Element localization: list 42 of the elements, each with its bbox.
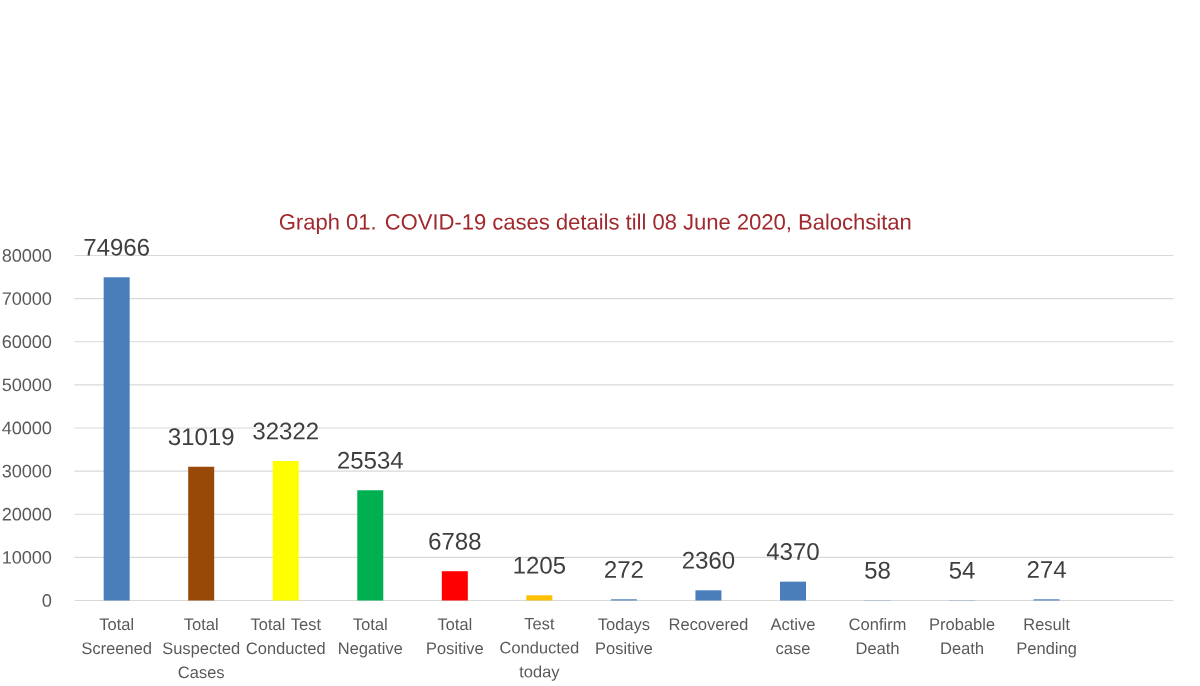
bar	[103, 277, 130, 601]
bar	[357, 490, 384, 601]
data-label: 1205	[514, 556, 566, 574]
data-label: 2360	[682, 551, 735, 569]
y-tick-label: 30000	[2, 464, 52, 478]
data-label: 32322	[253, 422, 318, 440]
x-tick-label: Probable Death	[930, 618, 995, 655]
x-tick-label: Recovered	[669, 618, 748, 631]
x-tick-label: Result Pending	[1017, 618, 1076, 658]
x-tick-label: Confirm Death	[849, 618, 906, 655]
x-tick-label: Total Negative	[339, 618, 403, 658]
x-tick-label: Total Suspected Cases	[162, 618, 240, 679]
data-label: 4370	[766, 543, 819, 561]
bar	[188, 466, 215, 601]
data-label: 272	[605, 561, 643, 578]
x-tick-label: Active case	[770, 618, 815, 655]
y-tick-label: 80000	[2, 249, 52, 262]
bar	[695, 590, 722, 601]
data-label: 274	[1027, 561, 1066, 578]
bar	[779, 581, 806, 601]
y-tick-label: 40000	[2, 421, 52, 435]
data-label: 6788	[429, 532, 481, 550]
y-tick-label: 70000	[2, 292, 52, 305]
y-tick-label: 10000	[3, 550, 52, 564]
bar	[526, 595, 553, 601]
y-tick-label: 0	[42, 594, 52, 607]
data-label: 58	[865, 561, 890, 579]
data-label: 74966	[84, 238, 149, 256]
x-tick-label: Total Test Conducted	[246, 618, 325, 655]
y-tick-label: 60000	[2, 335, 52, 349]
chart-title: Graph 01. COVID-19 cases details till 08 June 2020, Balochsitan	[279, 213, 911, 235]
bar	[272, 461, 299, 601]
x-tick-label: Todays Positive	[596, 618, 653, 655]
data-label: 25534	[338, 451, 403, 469]
x-tick-label: Test Conducted today	[500, 618, 579, 681]
data-label: 31019	[168, 428, 234, 446]
y-tick-label: 50000	[2, 378, 52, 392]
data-label: 54	[949, 561, 975, 579]
x-tick-label: Total Screened	[82, 618, 151, 655]
y-tick-label: 20000	[2, 507, 52, 521]
bar	[441, 571, 468, 601]
x-tick-label: Total Positive	[427, 618, 483, 655]
